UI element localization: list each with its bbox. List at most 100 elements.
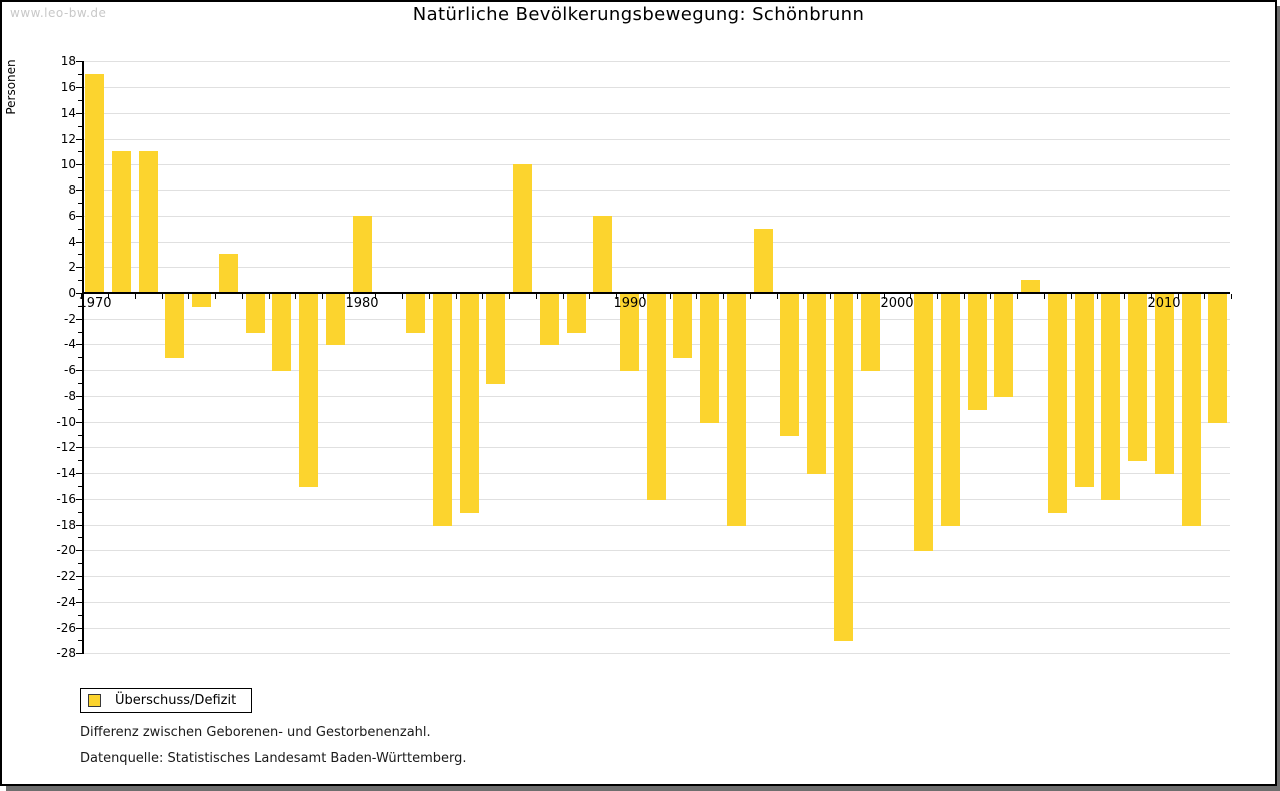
x-tick: [188, 294, 189, 299]
x-tick: [857, 294, 858, 299]
x-tick-label-2010: 2010: [1147, 296, 1181, 311]
x-tick: [295, 294, 296, 299]
x-tick: [589, 294, 590, 299]
bar-1992: [673, 294, 692, 358]
y-tick: [76, 550, 82, 551]
bar-1971: [112, 151, 131, 293]
y-tick: [76, 139, 82, 140]
y-tick: [78, 537, 82, 538]
y-tick-label: -14: [56, 466, 76, 480]
y-tick-label: -24: [56, 595, 76, 609]
y-tick-label: -4: [64, 337, 76, 351]
gridline: [83, 242, 1230, 243]
y-tick: [78, 615, 82, 616]
bar-1990: [620, 294, 639, 371]
y-tick-label: -28: [56, 646, 76, 660]
x-tick: [1204, 294, 1205, 299]
y-axis-line: [82, 61, 84, 654]
bar-1989: [593, 216, 612, 293]
bar-1993: [700, 294, 719, 423]
x-tick: [536, 294, 537, 299]
x-tick: [643, 294, 644, 299]
x-tick: [429, 294, 430, 299]
gridline: [83, 550, 1230, 551]
y-tick: [78, 177, 82, 178]
y-tick: [76, 628, 82, 629]
y-tick: [76, 190, 82, 191]
x-tick: [616, 294, 617, 299]
y-tick: [78, 357, 82, 358]
y-tick: [78, 332, 82, 333]
bar-1976: [246, 294, 265, 333]
y-tick: [76, 602, 82, 603]
bar-2011: [1182, 294, 1201, 526]
y-tick: [76, 576, 82, 577]
y-tick: [78, 383, 82, 384]
x-tick: [108, 294, 109, 299]
bar-1970: [85, 74, 104, 293]
x-tick: [696, 294, 697, 299]
gridline: [83, 61, 1230, 62]
x-tick: [723, 294, 724, 299]
footnote-definition: Differenz zwischen Geborenen- und Gestor…: [80, 725, 431, 740]
bar-1991: [647, 294, 666, 500]
y-tick: [78, 409, 82, 410]
bar-1983: [433, 294, 452, 526]
bar-2010: [1155, 294, 1174, 474]
y-tick: [76, 499, 82, 500]
x-tick: [937, 294, 938, 299]
x-tick: [162, 294, 163, 299]
y-tick: [78, 486, 82, 487]
y-tick: [78, 151, 82, 152]
y-tick: [76, 473, 82, 474]
y-tick: [78, 74, 82, 75]
x-tick: [1017, 294, 1018, 299]
y-tick: [78, 100, 82, 101]
x-tick: [750, 294, 751, 299]
y-tick: [78, 280, 82, 281]
gridline: [83, 164, 1230, 165]
bar-2008: [1101, 294, 1120, 500]
bar-2001: [914, 294, 933, 551]
y-tick: [76, 164, 82, 165]
gridline: [83, 602, 1230, 603]
bar-1977: [272, 294, 291, 371]
x-tick: [482, 294, 483, 299]
y-tick-label: -26: [56, 621, 76, 635]
y-tick: [76, 113, 82, 114]
y-tick-label: -8: [64, 389, 76, 403]
x-tick: [1097, 294, 1098, 299]
bar-2002: [941, 294, 960, 526]
y-tick: [78, 229, 82, 230]
x-tick: [990, 294, 991, 299]
y-tick: [78, 640, 82, 641]
y-tick: [78, 306, 82, 307]
x-tick: [375, 294, 376, 299]
bar-2009: [1128, 294, 1147, 461]
bar-1975: [219, 254, 238, 293]
y-tick: [76, 653, 82, 654]
bar-1987: [540, 294, 559, 345]
x-tick: [242, 294, 243, 299]
y-tick: [76, 293, 82, 294]
gridline: [83, 190, 1230, 191]
x-tick: [910, 294, 911, 299]
x-tick: [1124, 294, 1125, 299]
x-tick: [269, 294, 270, 299]
y-tick-label: -16: [56, 492, 76, 506]
y-tick-label: 12: [60, 132, 76, 146]
legend: Überschuss/Defizit: [80, 688, 253, 713]
y-tick-label: -10: [56, 415, 76, 429]
gridline: [83, 216, 1230, 217]
y-tick-label: 6: [68, 209, 76, 223]
watermark: www.leo-bw.de: [10, 6, 107, 20]
gridline: [83, 267, 1230, 268]
x-tick: [964, 294, 965, 299]
legend-swatch-icon: [88, 694, 101, 707]
x-tick-label-1980: 1980: [345, 296, 379, 311]
gridline: [83, 628, 1230, 629]
y-tick-label: -12: [56, 440, 76, 454]
y-tick: [76, 216, 82, 217]
